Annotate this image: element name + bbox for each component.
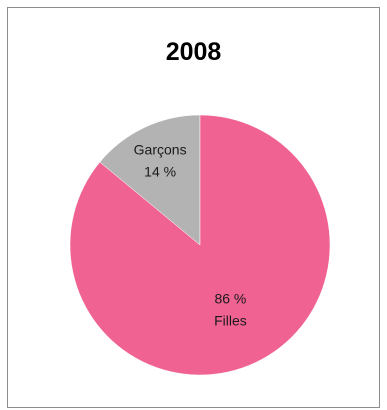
pie-slice-filles (69, 114, 331, 376)
slice-value-label: 86 % (214, 291, 246, 307)
slice-label-gar-ons: Garçons 14 % (134, 141, 187, 179)
pie-slice-gar-ons (99, 114, 201, 246)
slice-value-label: 14 % (144, 163, 176, 179)
slice-category-label: Filles (214, 313, 247, 329)
chart-title: 2008 (165, 38, 222, 66)
slice-category-label: Garçons (134, 141, 187, 157)
slice-label-filles: 86 % Filles (214, 291, 247, 329)
